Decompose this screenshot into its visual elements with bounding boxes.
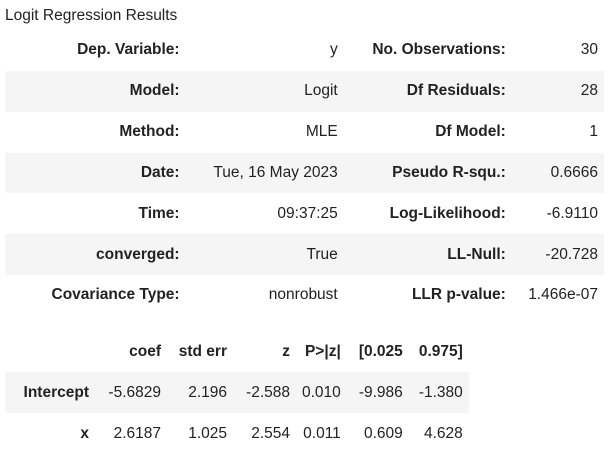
variable-name: x	[80, 424, 89, 442]
summary-row: Date: Tue, 16 May 2023 Pseudo R-squ.: 0.…	[5, 152, 604, 194]
summary-row: Model: Logit Df Residuals: 28	[5, 70, 604, 112]
summary-value: 28	[580, 82, 598, 100]
summary-label: converged:	[96, 245, 180, 263]
table-row: x 2.6187 1.025 2.554 0.011 0.609 4.628	[5, 413, 469, 454]
summary-label: Model:	[129, 82, 180, 100]
summary-label: Covariance Type:	[51, 286, 180, 304]
summary-row: Covariance Type: nonrobust LLR p-value: …	[5, 275, 604, 316]
summary-label: Df Residuals:	[406, 82, 506, 100]
summary-value: -6.9110	[546, 204, 598, 222]
table-cell: 0.010	[302, 383, 341, 401]
table-cell: 4.628	[424, 424, 463, 442]
column-header: z	[282, 343, 290, 360]
summary-label: Dep. Variable:	[77, 41, 180, 59]
coefficient-header-row: coef std err z P>|z| [0.025 0.975]	[5, 332, 469, 372]
column-header: P>|z|	[304, 343, 341, 360]
summary-row: Method: MLE Df Model: 1	[5, 111, 604, 153]
summary-label: Date:	[140, 163, 180, 181]
summary-value: True	[306, 245, 338, 263]
summary-table: Dep. Variable: y No. Observations: 30 Mo…	[5, 30, 604, 316]
summary-value: y	[330, 41, 338, 59]
summary-value: Logit	[304, 82, 338, 100]
summary-label: Method:	[119, 123, 180, 141]
summary-value: MLE	[305, 123, 338, 141]
coefficient-table: coef std err z P>|z| [0.025 0.975] Inter…	[5, 332, 469, 454]
summary-value: 1.466e-07	[528, 286, 598, 304]
table-cell: 0.609	[364, 424, 403, 442]
results-caption: Logit Regression Results	[5, 7, 178, 24]
table-row: Intercept -5.6829 2.196 -2.588 0.010 -9.…	[5, 372, 469, 413]
table-cell: 2.6187	[113, 424, 161, 442]
summary-value: nonrobust	[268, 286, 338, 304]
table-cell: 2.196	[188, 383, 227, 401]
summary-label: Log-Likelihood:	[389, 204, 506, 222]
summary-row: Dep. Variable: y No. Observations: 30	[5, 30, 604, 71]
table-cell: -2.588	[246, 383, 290, 401]
summary-label: Time:	[138, 204, 180, 222]
summary-value: Tue, 16 May 2023	[213, 163, 338, 181]
summary-value: 1	[589, 123, 598, 141]
column-header: coef	[129, 343, 161, 360]
column-header: 0.975]	[418, 343, 463, 360]
summary-value: 09:37:25	[277, 204, 338, 222]
summary-label: LLR p-value:	[411, 286, 506, 304]
table-cell: -5.6829	[108, 383, 161, 401]
summary-label: Df Model:	[435, 123, 506, 141]
variable-name: Intercept	[23, 383, 89, 401]
summary-value: 30	[580, 41, 598, 59]
table-cell: -1.380	[418, 383, 463, 401]
summary-label: No. Observations:	[372, 41, 506, 59]
summary-value: -20.728	[545, 245, 598, 263]
summary-row: converged: True LL-Null: -20.728	[5, 234, 604, 276]
column-header	[5, 332, 95, 372]
summary-value: 0.6666	[550, 163, 598, 181]
table-cell: 2.554	[251, 424, 290, 442]
summary-row: Time: 09:37:25 Log-Likelihood: -6.9110	[5, 193, 604, 235]
column-header: [0.025	[358, 343, 403, 360]
table-cell: -9.986	[358, 383, 403, 401]
column-header: std err	[178, 343, 227, 360]
table-cell: 1.025	[188, 424, 227, 442]
table-cell: 0.011	[303, 424, 341, 442]
summary-label: LL-Null:	[447, 245, 506, 263]
summary-label: Pseudo R-squ.:	[392, 163, 506, 181]
